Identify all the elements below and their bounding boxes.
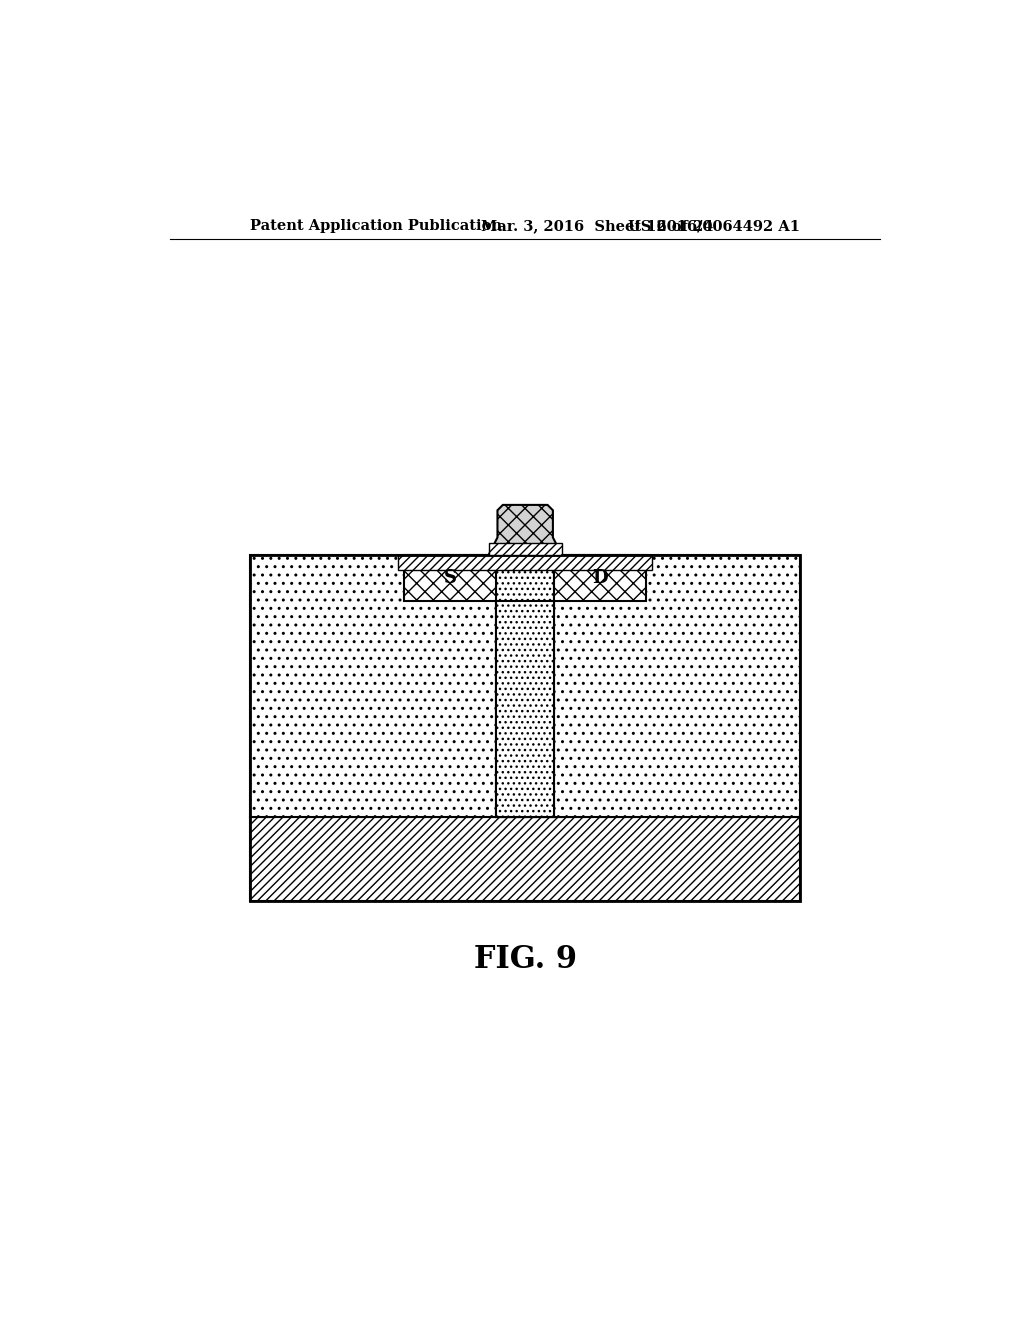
Text: Mar. 3, 2016  Sheet 16 of 24: Mar. 3, 2016 Sheet 16 of 24 — [481, 219, 714, 234]
Polygon shape — [488, 506, 562, 554]
Text: FIG. 9: FIG. 9 — [474, 944, 577, 974]
Bar — [250, 554, 801, 817]
Bar — [398, 554, 652, 570]
Bar — [554, 554, 646, 601]
Text: US 2016/0064492 A1: US 2016/0064492 A1 — [629, 219, 801, 234]
Text: Patent Application Publication: Patent Application Publication — [250, 219, 502, 234]
Bar — [250, 554, 801, 902]
Bar — [488, 544, 562, 554]
Text: D: D — [593, 569, 608, 587]
Bar — [403, 554, 497, 601]
Bar — [497, 601, 554, 817]
Bar — [250, 817, 801, 902]
Bar — [497, 554, 554, 817]
Text: S: S — [443, 569, 457, 587]
